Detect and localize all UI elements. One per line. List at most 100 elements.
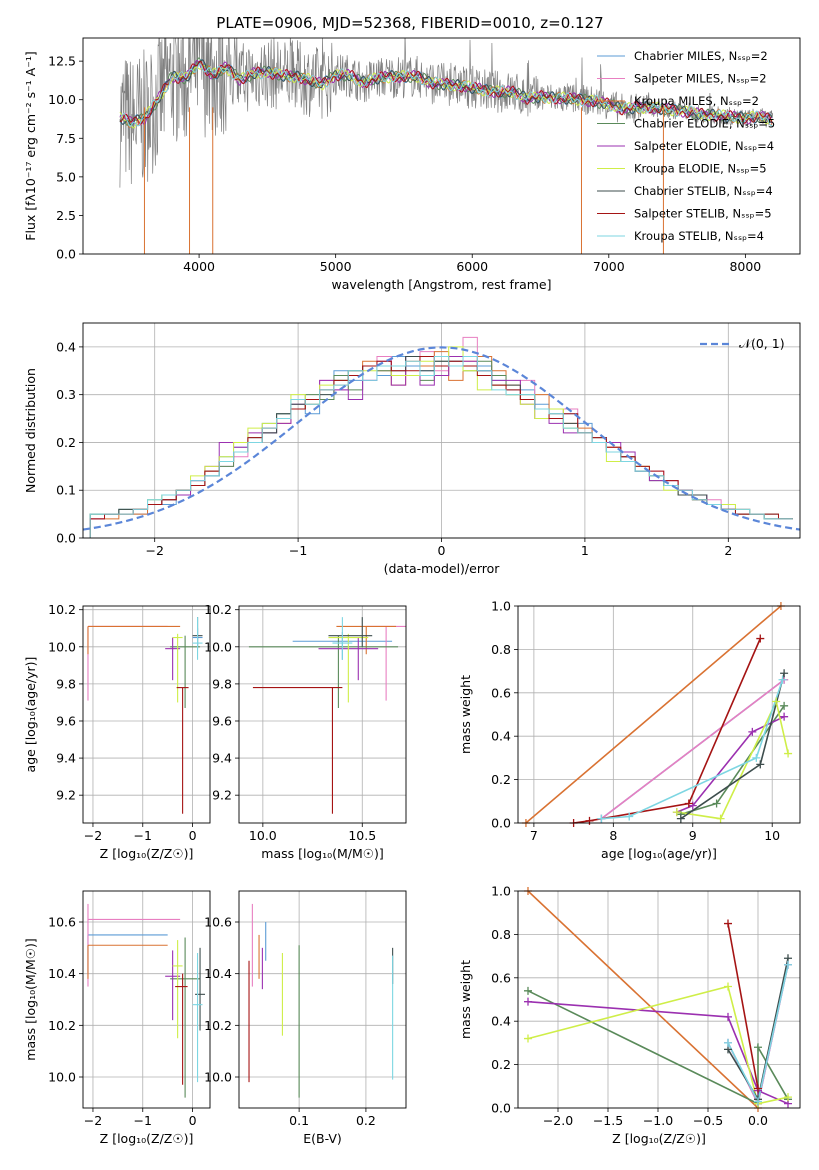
weight-line [525,606,782,823]
legend-entry: Kroupa ELODIE, Nₛₛₚ=5 [634,162,767,176]
y-tick-label: 0.6 [491,685,511,700]
normal-curve [83,346,800,531]
weight-marker [784,1093,792,1102]
weight-marker [754,1097,762,1106]
legend-entry: Kroupa MILES, Nₛₛₚ=2 [634,94,759,108]
axes-mass_vs_Z [83,891,210,1108]
weight-marker [780,712,789,721]
plot-area-spectrum [119,38,774,254]
weight-marker [780,669,789,678]
axes-mass_vs_ebv [239,891,406,1108]
weight-line [527,1000,789,1105]
weight-marker [724,1038,732,1047]
y-tick-label: 10.2 [48,1018,76,1033]
x-tick-label: 0.1 [289,1113,309,1128]
x-tick-label: 0.0 [748,1113,768,1128]
plot-area-residuals [83,336,800,538]
y-tick-label: 0.2 [491,772,511,787]
plot-area-mass_vs_ebv [248,903,394,1098]
axes-age_vs_mass [239,606,406,823]
weight-marker [778,675,787,684]
legend-entry: Chabrier MILES, Nₛₛₚ=2 [634,49,768,63]
y-axis-label: mass weight [458,960,473,1039]
weight-line [527,985,789,1105]
axes-residuals [83,323,800,539]
weight-marker [716,814,725,823]
x-tick-label: 8 [609,828,617,843]
plot-area-mass_weight_vs_age [525,606,789,823]
weight-marker [748,727,757,736]
y-axis-label: age [log₁₀(age/yr)] [23,657,38,773]
x-axis-label: Z [log₁₀(Z/Z☉)] [100,1131,194,1146]
weight-marker [756,760,765,769]
x-tick-label: 0 [189,1113,197,1128]
weight-marker [524,986,532,995]
x-tick-label: 10.0 [249,828,277,843]
y-axis-label: Flux [fλ10⁻¹⁷ erg cm⁻² s⁻¹ A⁻¹] [23,51,38,240]
y-axis-label: mass [log₁₀(M/M☉)] [23,938,38,1060]
model-line [119,63,773,127]
y-tick-label: 0.0 [491,1101,511,1116]
x-tick-label: 0.2 [356,1113,376,1128]
x-tick-label: −2 [84,828,102,843]
weight-marker [712,799,721,808]
weight-marker [597,814,606,823]
y-tick-label: 10.0 [48,639,76,654]
weight-marker [754,1043,762,1052]
y-tick-label: 10.2 [48,602,76,617]
legend-entry: Chabrier STELIB, Nₛₛₚ=4 [634,184,773,198]
x-tick-label: 8000 [729,259,761,274]
axes-frame [517,890,801,1109]
y-tick-label: 9.2 [56,788,76,803]
y-tick-label: 9.4 [212,751,232,766]
y-tick-label: 10.4 [204,966,232,981]
weight-marker [524,997,532,1006]
y-tick-label: 0.8 [491,642,511,657]
y-tick-label: 0.6 [491,970,511,985]
weight-marker [724,982,732,991]
x-axis-label: mass [log₁₀(M/M☉)] [261,846,383,861]
weight-marker [784,960,792,969]
weight-line [727,923,759,1089]
weight-marker [772,697,781,706]
chart-title: PLATE=0906, MJD=52368, FIBERID=0010, z=0… [216,14,603,32]
y-tick-label: 5.0 [56,169,76,184]
axes-frame [517,605,801,824]
y-tick-label: 9.2 [212,788,232,803]
y-tick-label: 0.0 [491,816,511,831]
y-tick-label: 10.0 [204,639,232,654]
weight-marker [676,814,685,823]
x-tick-label: 0 [189,828,197,843]
weight-marker [784,749,793,758]
weight-marker [780,701,789,710]
weight-marker [756,634,765,643]
y-tick-label: 0.0 [56,531,76,546]
x-tick-label: −1 [289,543,307,558]
axes-age_vs_Z [83,606,210,823]
legend-entry: 𝒩(0, 1) [739,336,785,351]
x-tick-label: 6000 [456,259,488,274]
plot-area-mass_vs_Z [87,903,206,1098]
x-tick-label: −1.5 [593,1113,623,1128]
y-tick-label: 0.8 [491,927,511,942]
weight-line [676,699,789,820]
y-tick-label: 0.2 [491,1057,511,1072]
axes-frame [82,37,801,255]
x-tick-label: −0.5 [693,1113,723,1128]
x-tick-label: 2 [724,543,732,558]
y-axis-label: mass weight [458,675,473,754]
weight-marker [585,816,594,825]
y-tick-label: 10.6 [204,915,232,930]
y-tick-label: 0.3 [56,387,76,402]
y-tick-label: 1.0 [491,884,511,899]
y-tick-label: 12.5 [48,54,76,69]
y-tick-label: 10.6 [48,915,76,930]
y-axis-label: Normed distribution [23,368,38,493]
y-tick-label: 0.4 [56,339,76,354]
y-tick-label: 9.8 [212,676,232,691]
y-tick-label: 2.5 [56,208,76,223]
y-tick-label: 0.4 [491,1014,511,1029]
x-axis-label: age [log₁₀(age/yr)] [601,846,717,861]
x-tick-label: 7 [530,828,538,843]
